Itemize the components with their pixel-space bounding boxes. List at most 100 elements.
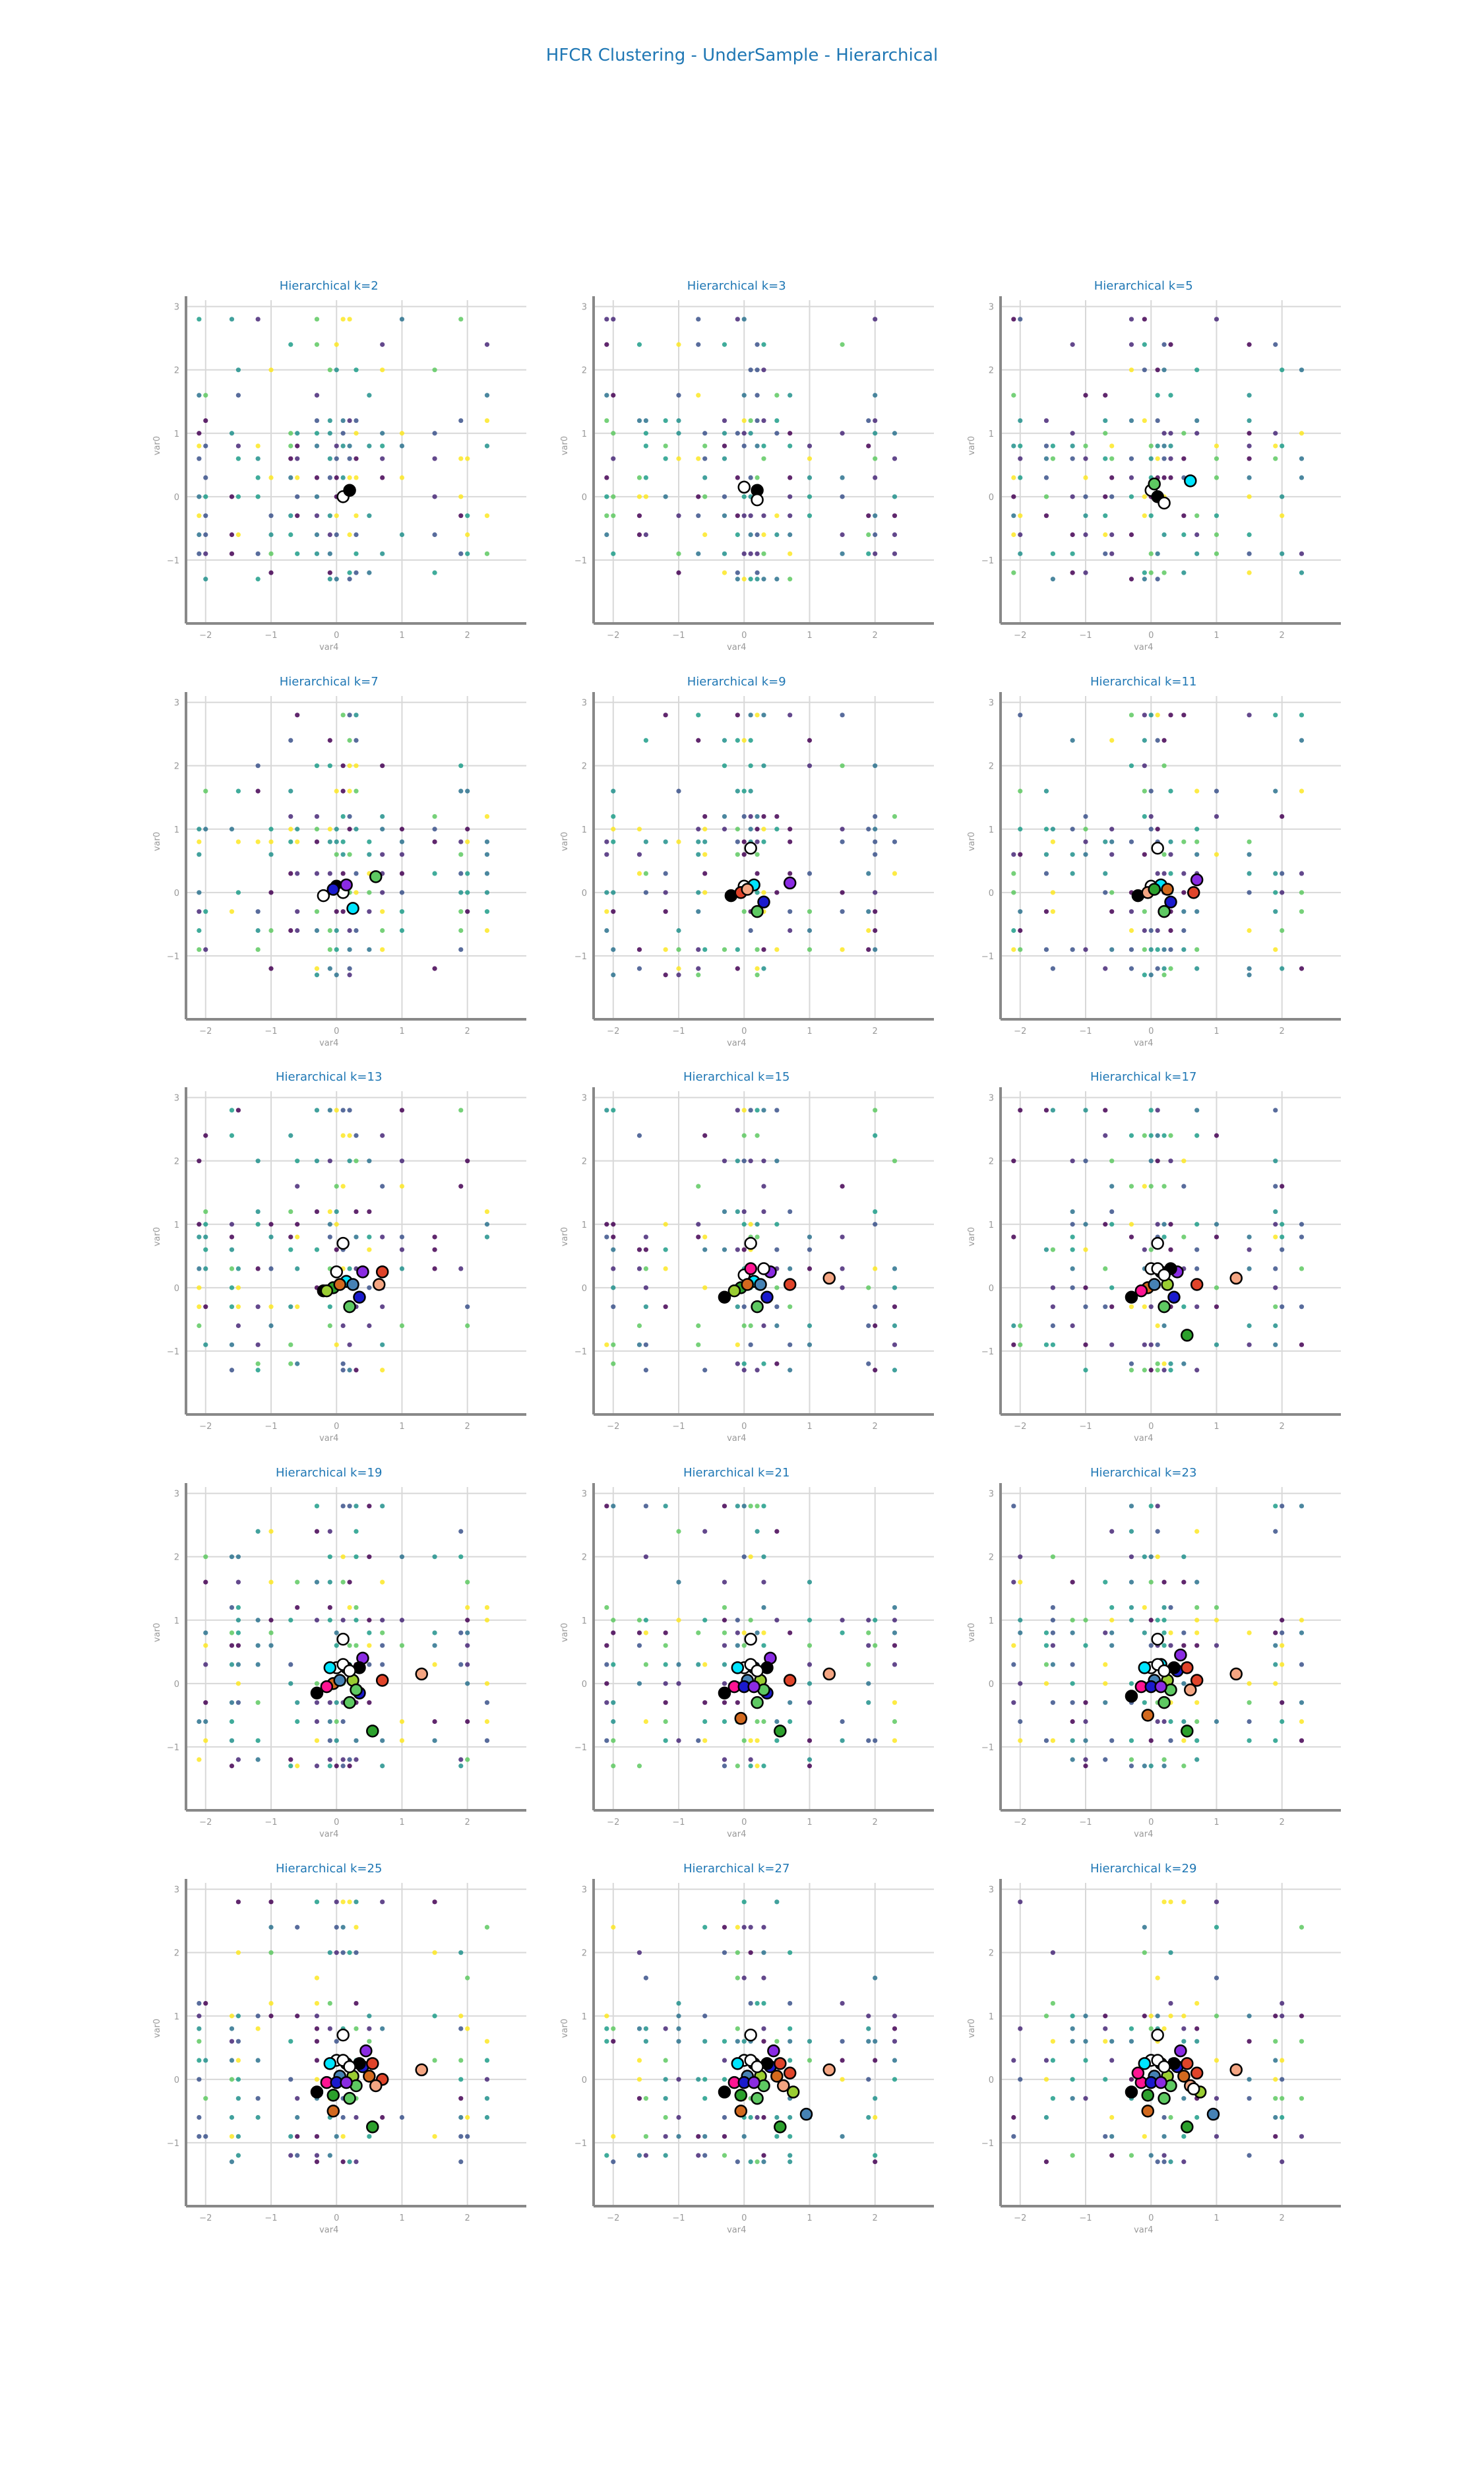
data-point [636, 852, 642, 857]
data-point [643, 418, 648, 424]
data-point [663, 839, 668, 844]
data-point [1128, 456, 1134, 461]
cluster-centroid [326, 2089, 340, 2102]
data-point [367, 947, 372, 952]
data-point [873, 947, 878, 952]
cluster-centroid [747, 2076, 760, 2089]
data-point [1109, 2039, 1115, 2044]
data-point [268, 928, 274, 934]
data-point [334, 1222, 339, 1227]
data-point [327, 1234, 332, 1240]
data-point [761, 1158, 766, 1164]
data-point [334, 852, 339, 857]
data-point [1128, 494, 1134, 499]
cluster-centroid [744, 1236, 757, 1250]
data-point [761, 890, 766, 895]
data-point [203, 1719, 208, 1725]
data-point [255, 947, 261, 952]
x-axis-label: var4 [1134, 643, 1153, 652]
data-point [873, 513, 878, 519]
data-point [255, 1361, 261, 1366]
data-point [255, 1222, 261, 1227]
x-tick-label: 2 [1280, 1027, 1285, 1036]
data-point [432, 2014, 437, 2019]
cluster-centroid [369, 2079, 383, 2093]
data-point [873, 1133, 878, 1138]
data-point [807, 947, 813, 952]
data-point [741, 494, 747, 499]
data-point [327, 551, 332, 556]
data-point [1194, 1247, 1200, 1252]
data-point [1043, 1681, 1049, 1686]
data-point [458, 2077, 464, 2082]
data-point [1273, 456, 1278, 461]
data-point [1299, 551, 1305, 556]
data-point [334, 342, 339, 347]
x-tick-label: −2 [199, 1027, 212, 1036]
y-tick-label: −1 [981, 1743, 994, 1753]
data-point [1161, 1361, 1167, 1366]
data-point [1011, 1158, 1016, 1164]
data-point [892, 513, 898, 519]
data-point [807, 1700, 813, 1705]
x-axis-label: var4 [1134, 1829, 1153, 1839]
data-point [735, 532, 740, 538]
data-point [1247, 570, 1252, 575]
data-point [611, 788, 616, 794]
data-point [735, 1763, 740, 1769]
cluster-centroid [1125, 1690, 1138, 1703]
data-point [347, 1342, 352, 1347]
data-point [636, 1266, 642, 1271]
data-point [1070, 1209, 1075, 1215]
data-point [1070, 456, 1075, 461]
data-point [1214, 813, 1220, 819]
y-axis-label: var0 [560, 2019, 570, 2038]
x-tick-label: 1 [807, 631, 812, 641]
data-point [741, 1924, 747, 1930]
data-point [432, 1630, 437, 1635]
data-point [807, 1618, 813, 1623]
data-point [774, 513, 780, 519]
data-point [1161, 342, 1167, 347]
data-point [663, 418, 668, 424]
data-point [255, 443, 261, 449]
data-point [399, 1554, 405, 1560]
data-point [741, 1554, 747, 1560]
data-point [636, 418, 642, 424]
data-point [1128, 532, 1134, 538]
data-point [1109, 1630, 1115, 1635]
cluster-centroid [1151, 1632, 1164, 1646]
data-point [432, 1266, 437, 1271]
data-point [702, 1234, 708, 1240]
data-point [807, 513, 813, 519]
data-point [676, 418, 681, 424]
data-point [1273, 1184, 1278, 1189]
data-point [1050, 456, 1055, 461]
data-point [367, 570, 372, 575]
data-point [327, 1719, 332, 1725]
data-point [1103, 1266, 1108, 1271]
data-point [840, 713, 845, 718]
data-point [235, 1304, 241, 1310]
data-point [458, 1529, 464, 1534]
data-point [1083, 393, 1088, 398]
cluster-centroid [757, 1262, 770, 1275]
data-point [1103, 966, 1108, 971]
data-point [1070, 1234, 1075, 1240]
data-point [1194, 1108, 1200, 1113]
data-point [807, 2039, 813, 2044]
data-point [380, 827, 385, 832]
data-point [347, 443, 352, 449]
data-point [722, 342, 727, 347]
data-point [1103, 2077, 1108, 2082]
data-point [755, 2114, 760, 2120]
data-point [676, 2039, 681, 2044]
data-point [347, 1266, 352, 1271]
data-point [604, 1108, 609, 1113]
data-point [1161, 1763, 1167, 1769]
data-point [1083, 813, 1088, 819]
data-point [735, 1700, 740, 1705]
y-tick-label: 1 [582, 825, 587, 835]
data-point [197, 1323, 202, 1329]
x-tick-label: −2 [607, 631, 619, 641]
